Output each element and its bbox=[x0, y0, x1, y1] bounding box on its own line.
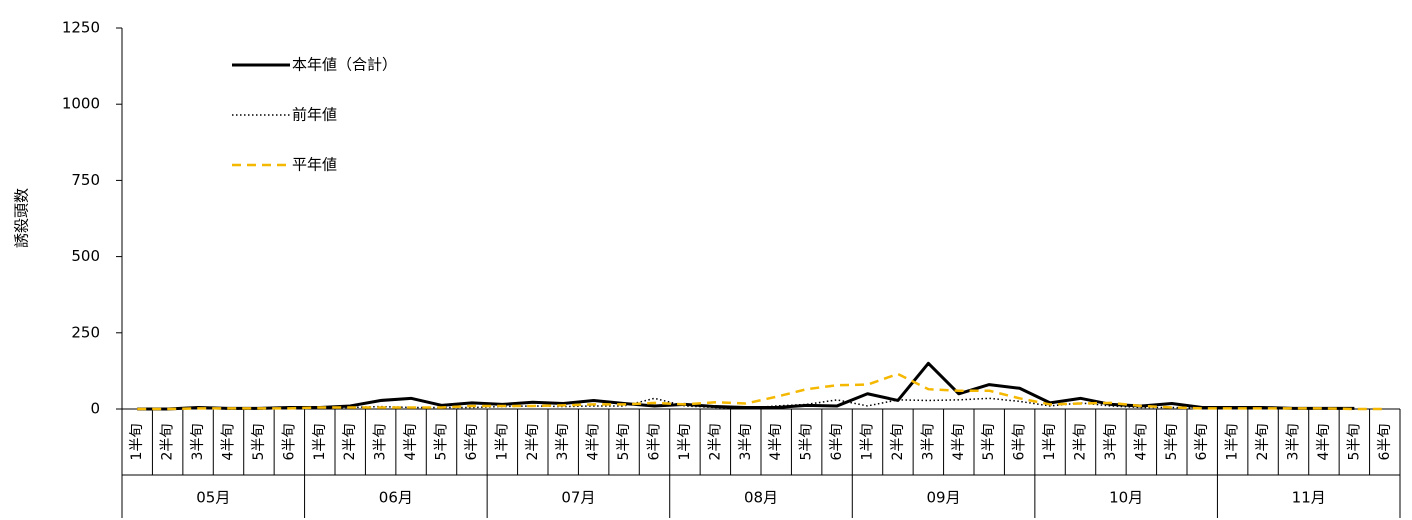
x-tick-label: 4半旬 bbox=[768, 424, 784, 461]
x-tick-label: 3半旬 bbox=[190, 424, 206, 461]
x-tick-label: 3半旬 bbox=[1103, 424, 1119, 461]
x-tick-label: 6半旬 bbox=[1194, 424, 1210, 461]
x-tick-label: 3半旬 bbox=[920, 424, 936, 461]
x-tick-label: 6半旬 bbox=[1012, 424, 1028, 461]
x-tick-label: 4半旬 bbox=[951, 424, 967, 461]
y-tick-label: 500 bbox=[71, 247, 100, 265]
y-tick-label: 0 bbox=[90, 400, 100, 418]
x-tick-label: 3半旬 bbox=[555, 424, 571, 461]
x-tick-label: 3半旬 bbox=[1286, 424, 1302, 461]
y-tick-label: 750 bbox=[71, 171, 100, 189]
x-tick-label: 6半旬 bbox=[647, 424, 663, 461]
group-label: 07月 bbox=[561, 489, 595, 507]
x-tick-label: 4半旬 bbox=[403, 424, 419, 461]
group-label: 09月 bbox=[927, 489, 961, 507]
x-tick-label: 2半旬 bbox=[707, 424, 723, 461]
x-tick-label: 1半旬 bbox=[129, 424, 145, 461]
x-tick-label: 1半旬 bbox=[677, 424, 693, 461]
x-tick-label: 5半旬 bbox=[981, 424, 997, 461]
group-label: 11月 bbox=[1292, 489, 1326, 507]
group-label: 05月 bbox=[196, 489, 230, 507]
x-tick-label: 1半旬 bbox=[312, 424, 328, 461]
x-tick-label: 4半旬 bbox=[1133, 424, 1149, 461]
x-tick-label: 5半旬 bbox=[616, 424, 632, 461]
group-label: 08月 bbox=[744, 489, 778, 507]
x-tick-label: 2半旬 bbox=[342, 424, 358, 461]
x-tick-label: 6半旬 bbox=[281, 424, 297, 461]
x-tick-label: 1半旬 bbox=[1042, 424, 1058, 461]
x-tick-label: 5半旬 bbox=[799, 424, 815, 461]
x-tick-label: 2半旬 bbox=[160, 424, 176, 461]
x-tick-label: 5半旬 bbox=[251, 424, 267, 461]
x-tick-label: 6半旬 bbox=[829, 424, 845, 461]
legend-label: 前年値 bbox=[292, 106, 337, 124]
group-label: 06月 bbox=[379, 489, 413, 507]
x-tick-label: 2半旬 bbox=[1073, 424, 1089, 461]
x-tick-label: 5半旬 bbox=[434, 424, 450, 461]
y-tick-label: 1250 bbox=[62, 19, 100, 37]
y-tick-label: 250 bbox=[71, 323, 100, 341]
x-tick-label: 4半旬 bbox=[1316, 424, 1332, 461]
x-tick-label: 1半旬 bbox=[860, 424, 876, 461]
x-tick-label: 1半旬 bbox=[494, 424, 510, 461]
x-tick-label: 5半旬 bbox=[1164, 424, 1180, 461]
x-tick-label: 2半旬 bbox=[525, 424, 541, 461]
y-tick-label: 1000 bbox=[62, 95, 100, 113]
y-axis-label: 誘殺頭数 bbox=[13, 188, 31, 248]
x-tick-label: 6半旬 bbox=[464, 424, 480, 461]
legend-label: 平年値 bbox=[292, 156, 337, 174]
series-line bbox=[137, 372, 1385, 411]
x-tick-label: 4半旬 bbox=[221, 424, 237, 461]
x-tick-label: 3半旬 bbox=[373, 424, 389, 461]
x-tick-label: 3半旬 bbox=[738, 424, 754, 461]
legend-label: 本年値（合計） bbox=[292, 56, 397, 74]
x-tick-label: 6半旬 bbox=[1377, 424, 1393, 461]
x-tick-label: 5半旬 bbox=[1346, 424, 1362, 461]
x-tick-label: 2半旬 bbox=[890, 424, 906, 461]
series-line bbox=[137, 361, 1355, 411]
x-tick-label: 2半旬 bbox=[1255, 424, 1271, 461]
x-tick-label: 4半旬 bbox=[586, 424, 602, 461]
group-label: 10月 bbox=[1109, 489, 1143, 507]
x-tick-label: 1半旬 bbox=[1225, 424, 1241, 461]
